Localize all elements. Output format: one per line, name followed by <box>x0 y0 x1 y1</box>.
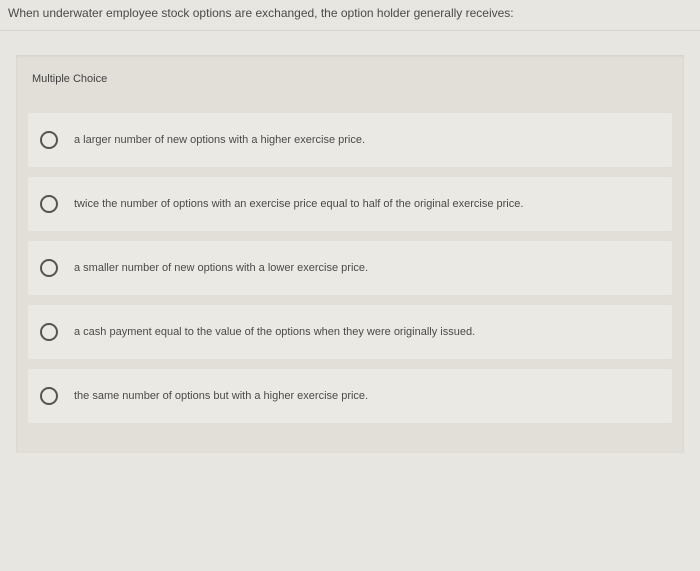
radio-icon[interactable] <box>40 387 58 405</box>
option-row[interactable]: a larger number of new options with a hi… <box>28 113 672 167</box>
radio-icon[interactable] <box>40 323 58 341</box>
option-row[interactable]: twice the number of options with an exer… <box>28 177 672 231</box>
option-text: the same number of options but with a hi… <box>74 389 368 403</box>
option-row[interactable]: a smaller number of new options with a l… <box>28 241 672 295</box>
radio-icon[interactable] <box>40 259 58 277</box>
section-label: Multiple Choice <box>28 69 672 103</box>
option-text: twice the number of options with an exer… <box>74 197 523 211</box>
radio-icon[interactable] <box>40 131 58 149</box>
question-prompt: When underwater employee stock options a… <box>8 6 692 20</box>
option-text: a smaller number of new options with a l… <box>74 261 368 275</box>
radio-icon[interactable] <box>40 195 58 213</box>
option-text: a cash payment equal to the value of the… <box>74 325 475 339</box>
option-text: a larger number of new options with a hi… <box>74 133 365 147</box>
multiple-choice-panel: Multiple Choice a larger number of new o… <box>16 55 684 453</box>
option-row[interactable]: the same number of options but with a hi… <box>28 369 672 423</box>
option-row[interactable]: a cash payment equal to the value of the… <box>28 305 672 359</box>
question-bar: When underwater employee stock options a… <box>0 0 700 31</box>
